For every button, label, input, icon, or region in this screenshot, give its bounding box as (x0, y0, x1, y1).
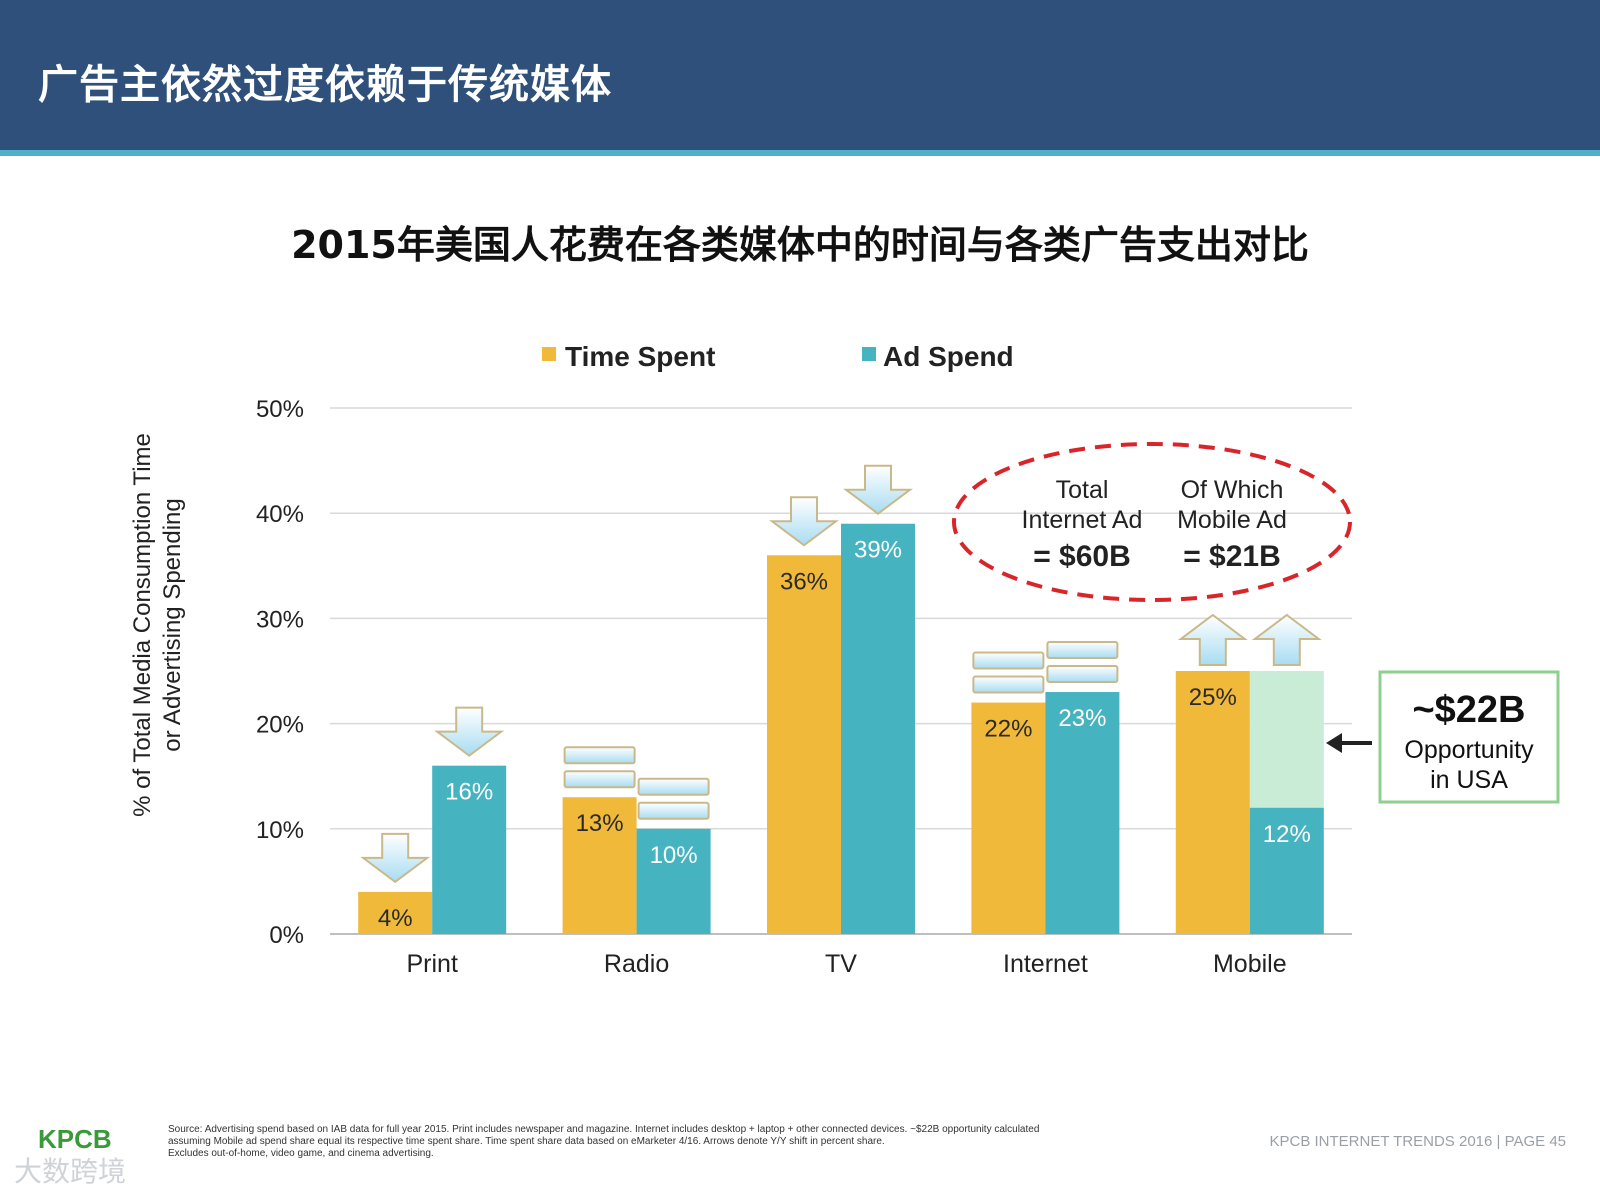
callout-total-line1: Total (1056, 476, 1109, 504)
down-arrow-icon (360, 832, 431, 884)
down-arrow-icon (769, 496, 839, 547)
bar-data-label: 23% (1058, 705, 1106, 732)
page-title: 广告主依然过度依赖于传统媒体 (38, 62, 612, 108)
flat-equal-icon (637, 777, 710, 820)
legend-label-ad-spend: Ad Spend (883, 341, 1014, 372)
bar-radio-time-spent (562, 797, 637, 934)
internet-ad-callout: Total Internet Ad = $60B Of Which Mobile… (952, 442, 1352, 602)
callout-total-value: = $60B (1033, 540, 1131, 573)
header-bar (0, 0, 1600, 150)
watermark-text: 大数跨境 (14, 1155, 127, 1188)
source-note: Source: Advertising spend based on IAB d… (168, 1124, 1138, 1160)
opportunity-box (1378, 670, 1560, 804)
left-arrow-icon (1326, 733, 1372, 753)
bar-internet-time-spent (971, 702, 1046, 934)
x-category-label: Mobile (1213, 950, 1287, 978)
source-note-line1: Source: Advertising spend based on IAB d… (168, 1124, 1040, 1135)
up-arrow-icon (1251, 613, 1322, 666)
callout-mobile-line1: Of Which (1181, 476, 1284, 504)
bar-print-ad-spend (432, 765, 507, 934)
source-note-line2: assuming Mobile ad spend share equal its… (168, 1136, 885, 1147)
bar-data-label: 22% (984, 716, 1032, 743)
x-category-label: Internet (1003, 950, 1088, 978)
bars (358, 523, 1324, 934)
bar-internet-ad-spend (1045, 692, 1120, 934)
bar-data-label: 36% (780, 568, 828, 595)
legend-label-time-spent: Time Spent (565, 341, 715, 372)
y-tick-label: 30% (256, 606, 304, 633)
bar-chart: 0% 10% 20% 30% 40% 50% 4% 16% Print 13% 10% Radio 36… (129, 341, 1560, 978)
bar-tv-ad-spend (841, 523, 915, 934)
bar-tv-time-spent (767, 555, 841, 934)
opportunity-callout: ~$22B Opportunity in USA (1326, 670, 1560, 804)
bar-print-time-spent (358, 891, 433, 934)
callout-dashed-ellipse (952, 442, 1352, 602)
flat-equal-icon (972, 651, 1045, 694)
y-tick-label: 10% (256, 817, 304, 844)
callout-mobile-value: = $21B (1183, 540, 1281, 573)
x-category-label: Radio (604, 950, 669, 978)
up-arrow-icon (1177, 613, 1248, 666)
bar-data-label: 12% (1263, 821, 1311, 848)
bar-mobile-ad-spend (1249, 807, 1324, 934)
chart-title: 2015年美国人花费在各类媒体中的时间与各类广告支出对比 (291, 223, 1309, 267)
header-accent-line (0, 150, 1600, 156)
y-axis-label: % of Total Media Consumption Time or Adv… (129, 433, 186, 817)
bar-data-label: 4% (378, 905, 413, 932)
bar-data-label: 10% (650, 842, 698, 869)
data-labels: 0% 10% 20% 30% 40% 50% 4% 16% Print 13% 10% Radio 36… (256, 396, 1311, 978)
bar-data-label: 25% (1189, 684, 1237, 711)
x-category-label: TV (825, 950, 857, 978)
y-tick-label: 40% (256, 501, 304, 528)
y-tick-label: 20% (256, 712, 304, 739)
opportunity-gap-bar (1249, 671, 1324, 808)
flat-equal-icon (1046, 641, 1119, 684)
y-axis-label-line2: or Advertising Spending (159, 498, 186, 752)
kpcb-logo: KPCB (38, 1124, 112, 1154)
page-footer: KPCB INTERNET TRENDS 2016 | PAGE 45 (1269, 1133, 1567, 1150)
down-arrow-icon (434, 706, 505, 757)
callout-total-line2: Internet Ad (1022, 506, 1143, 534)
y-axis-label-line1: % of Total Media Consumption Time (129, 433, 156, 817)
callout-mobile-line2: Mobile Ad (1177, 506, 1287, 534)
flat-equal-icon (563, 746, 636, 789)
bar-data-label: 16% (445, 779, 493, 806)
bar-mobile-time-spent (1175, 671, 1250, 934)
x-category-label: Print (406, 950, 457, 978)
opportunity-line2: Opportunity (1404, 736, 1534, 764)
trend-arrows (360, 464, 1322, 884)
opportunity-line3: in USA (1430, 766, 1508, 794)
bar-radio-ad-spend (636, 828, 711, 934)
legend-swatch-ad-spend (862, 347, 876, 361)
y-tick-label: 50% (256, 396, 304, 423)
bar-data-label: 13% (576, 810, 624, 837)
source-note-line3: Excludes out-of-home, video game, and ci… (168, 1148, 434, 1159)
legend-swatch-time-spent (542, 347, 556, 361)
opportunity-value: ~$22B (1412, 689, 1525, 731)
down-arrow-icon (842, 464, 914, 515)
bar-data-label: 39% (854, 537, 902, 564)
y-tick-label: 0% (269, 922, 304, 949)
